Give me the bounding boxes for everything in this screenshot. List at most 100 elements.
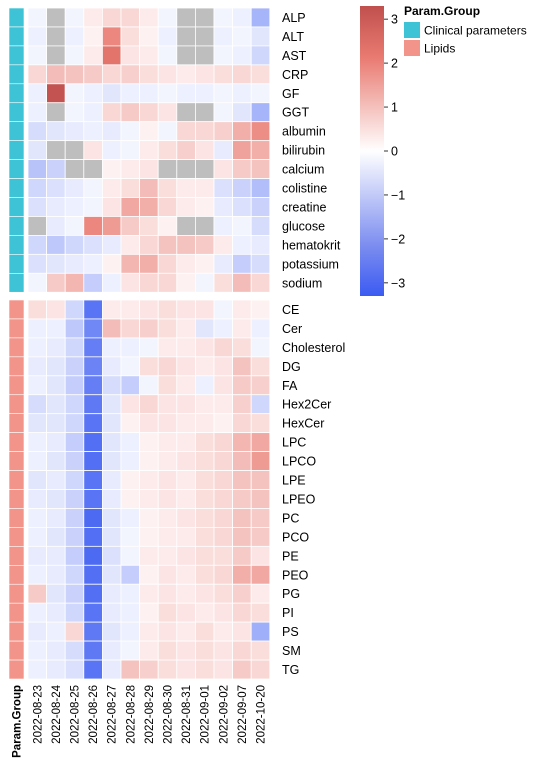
color-scale-tick-label: −2 xyxy=(391,232,405,246)
heatmap-cell xyxy=(232,102,252,123)
heatmap-cell xyxy=(27,394,48,415)
heatmap-cell xyxy=(250,64,271,85)
heatmap-cell xyxy=(157,159,178,179)
color-scale-tick-label: 0 xyxy=(391,145,398,159)
heatmap-cell xyxy=(83,234,103,255)
heatmap-cell xyxy=(176,26,196,47)
color-scale-tick-label: 2 xyxy=(391,57,398,71)
row-label: Cer xyxy=(282,322,302,336)
heatmap-cell xyxy=(120,318,141,339)
heatmap-cell xyxy=(213,451,234,471)
heatmap-cell xyxy=(83,659,103,680)
heatmap-cell xyxy=(120,527,141,547)
heatmap-cell xyxy=(102,527,122,547)
heatmap-cell xyxy=(27,621,48,642)
annotation-cell xyxy=(8,621,25,642)
heatmap-cell xyxy=(232,583,252,604)
annotation-cell xyxy=(8,583,25,604)
heatmap-cell xyxy=(250,432,271,452)
heatmap-cell xyxy=(27,234,48,255)
row-label: LPEO xyxy=(282,492,316,506)
column-label: 2022-09-01 xyxy=(200,685,212,744)
heatmap-cell xyxy=(46,299,66,320)
heatmap-cell xyxy=(102,26,122,47)
row-label: potassium xyxy=(282,257,339,271)
heatmap-cell xyxy=(176,253,196,274)
heatmap-cell xyxy=(194,621,215,642)
heatmap-cell xyxy=(102,621,122,642)
heatmap-cell xyxy=(157,102,178,123)
heatmap-cell xyxy=(250,375,271,396)
heatmap-cell xyxy=(250,178,271,198)
heatmap-cell xyxy=(83,121,103,142)
column-label: 2022-09-07 xyxy=(237,685,249,744)
heatmap-cell xyxy=(232,432,252,452)
heatmap-cell xyxy=(250,272,271,293)
heatmap-cell xyxy=(194,394,215,415)
heatmap-cell xyxy=(120,375,141,396)
heatmap-cell xyxy=(139,659,159,680)
heatmap-cell xyxy=(120,659,141,680)
heatmap-cell xyxy=(46,508,66,528)
heatmap-cell xyxy=(139,253,159,274)
heatmap-cell xyxy=(102,178,122,198)
heatmap-cell xyxy=(250,159,271,179)
heatmap-cell xyxy=(250,583,271,604)
heatmap-cell xyxy=(102,45,122,66)
heatmap-cell xyxy=(27,318,48,339)
heatmap-cell xyxy=(139,197,159,217)
column-label: 2022-08-29 xyxy=(144,685,156,744)
heatmap-cell xyxy=(27,272,48,293)
heatmap-cell xyxy=(176,583,196,604)
heatmap-cell xyxy=(83,102,103,123)
heatmap-cell xyxy=(213,178,234,198)
heatmap-cell xyxy=(102,545,122,566)
heatmap-cell xyxy=(232,337,252,358)
heatmap-cell xyxy=(64,7,85,28)
heatmap-cell xyxy=(27,159,48,179)
heatmap-cell xyxy=(120,413,141,434)
heatmap-cell xyxy=(250,121,271,142)
row-label: PEO xyxy=(282,568,309,582)
heatmap-cell xyxy=(157,178,178,198)
row-label: calcium xyxy=(282,163,324,177)
row-label: hematokrit xyxy=(282,238,341,252)
heatmap-cell xyxy=(232,159,252,179)
annotation-cell xyxy=(8,299,25,320)
heatmap-cell xyxy=(27,508,48,528)
annotation-cell xyxy=(8,318,25,339)
heatmap-cell xyxy=(120,26,141,47)
heatmap-cell xyxy=(64,564,85,585)
heatmap-cell xyxy=(250,394,271,415)
heatmap-cell xyxy=(213,159,234,179)
heatmap-cell xyxy=(46,621,66,642)
row-label: glucose xyxy=(282,219,325,233)
heatmap-cell xyxy=(194,197,215,217)
heatmap-cell xyxy=(46,26,66,47)
heatmap-cell xyxy=(250,140,271,160)
heatmap-cell xyxy=(232,234,252,255)
heatmap-cell xyxy=(194,159,215,179)
heatmap-cell xyxy=(139,318,159,339)
heatmap-cell xyxy=(139,451,159,471)
color-scale-tick-label: −1 xyxy=(391,188,405,202)
heatmap-cell xyxy=(83,527,103,547)
annotation-cell xyxy=(8,527,25,547)
heatmap-cell xyxy=(213,337,234,358)
heatmap-cell xyxy=(213,83,234,104)
heatmap-cell xyxy=(64,508,85,528)
heatmap-cell xyxy=(176,64,196,85)
heatmap-cell xyxy=(102,253,122,274)
heatmap-cell xyxy=(27,489,48,509)
heatmap-cell xyxy=(176,432,196,452)
column-label: 2022-09-02 xyxy=(218,685,230,744)
heatmap-cell xyxy=(194,253,215,274)
heatmap-cell xyxy=(83,272,103,293)
heatmap-cell xyxy=(157,45,178,66)
heatmap-cell xyxy=(64,621,85,642)
heatmap-cell xyxy=(213,121,234,142)
heatmap-cell xyxy=(157,413,178,434)
heatmap-cell xyxy=(46,64,66,85)
heatmap-cell xyxy=(176,394,196,415)
